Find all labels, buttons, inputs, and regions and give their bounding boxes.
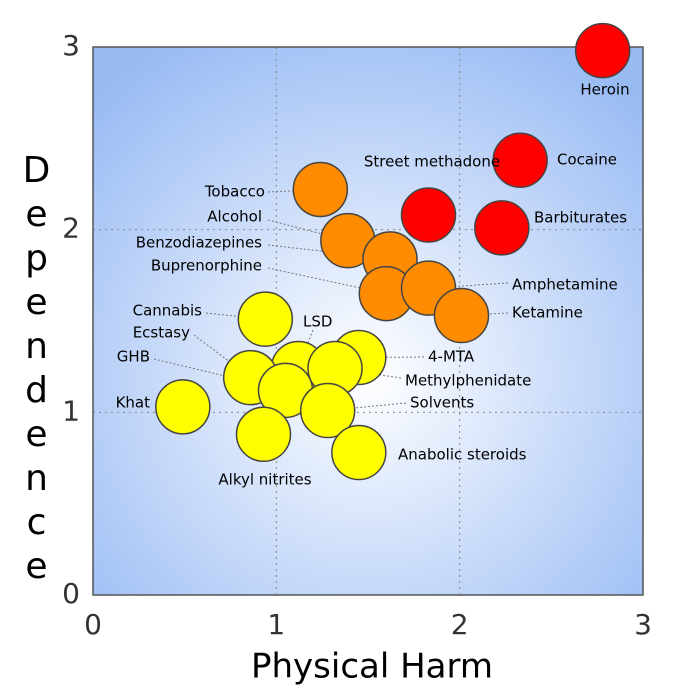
point: [299, 382, 356, 439]
point-label: Ketamine: [512, 304, 583, 322]
leader-line: [428, 282, 509, 289]
point-label: LSD: [303, 313, 332, 331]
point-label: Barbiturates: [534, 209, 627, 227]
x-tick-label: 3: [634, 608, 652, 641]
y-tick-label: 0: [62, 577, 80, 610]
point: [237, 291, 294, 347]
point: [492, 132, 548, 189]
y-tick-label: 2: [62, 212, 80, 245]
point-label: Alkyl nitrites: [218, 471, 311, 489]
point-label: Benzodiazepines: [136, 234, 262, 252]
point: [474, 200, 530, 256]
point-label: Cocaine: [557, 151, 617, 169]
point-labels: Heroin Cocaine Street methadone Barbiturate…: [116, 81, 630, 489]
point-label: Tobacco: [204, 183, 265, 201]
point-label: Alcohol: [207, 208, 262, 226]
plot-frame: [92, 46, 644, 596]
point: [433, 287, 490, 344]
plot-area: [93, 47, 643, 595]
point: [292, 161, 349, 218]
point: [331, 424, 387, 481]
point-label: Anabolic steroids: [398, 446, 527, 464]
y-tick-label: 1: [62, 394, 80, 427]
points: [155, 22, 631, 481]
leader-line: [267, 188, 321, 193]
point: [400, 187, 457, 243]
point-label: 4-MTA: [428, 348, 475, 366]
point-label: Street methadone: [364, 153, 500, 171]
point-label: Khat: [116, 394, 151, 412]
point: [235, 406, 292, 463]
point-label: Ecstasy: [133, 324, 190, 342]
x-tick-label: 1: [267, 608, 285, 641]
point: [574, 22, 631, 79]
x-tick-label: 0: [84, 608, 102, 641]
x-tick-label: 2: [451, 608, 469, 641]
point-label: Solvents: [410, 394, 474, 412]
point-label: GHB: [117, 348, 150, 366]
point-label: Buprenorphine: [151, 257, 262, 275]
point-label: Cannabis: [133, 302, 203, 320]
x-axis-label: Physical Harm: [251, 647, 493, 687]
point: [155, 379, 211, 435]
y-axis-label: Dependence: [16, 150, 57, 590]
y-tick-label: 3: [62, 29, 80, 62]
point-label: Methylphenidate: [405, 372, 531, 390]
point-label: Amphetamine: [512, 276, 618, 294]
point-label: Heroin: [580, 81, 629, 99]
leader-line: [358, 356, 425, 359]
